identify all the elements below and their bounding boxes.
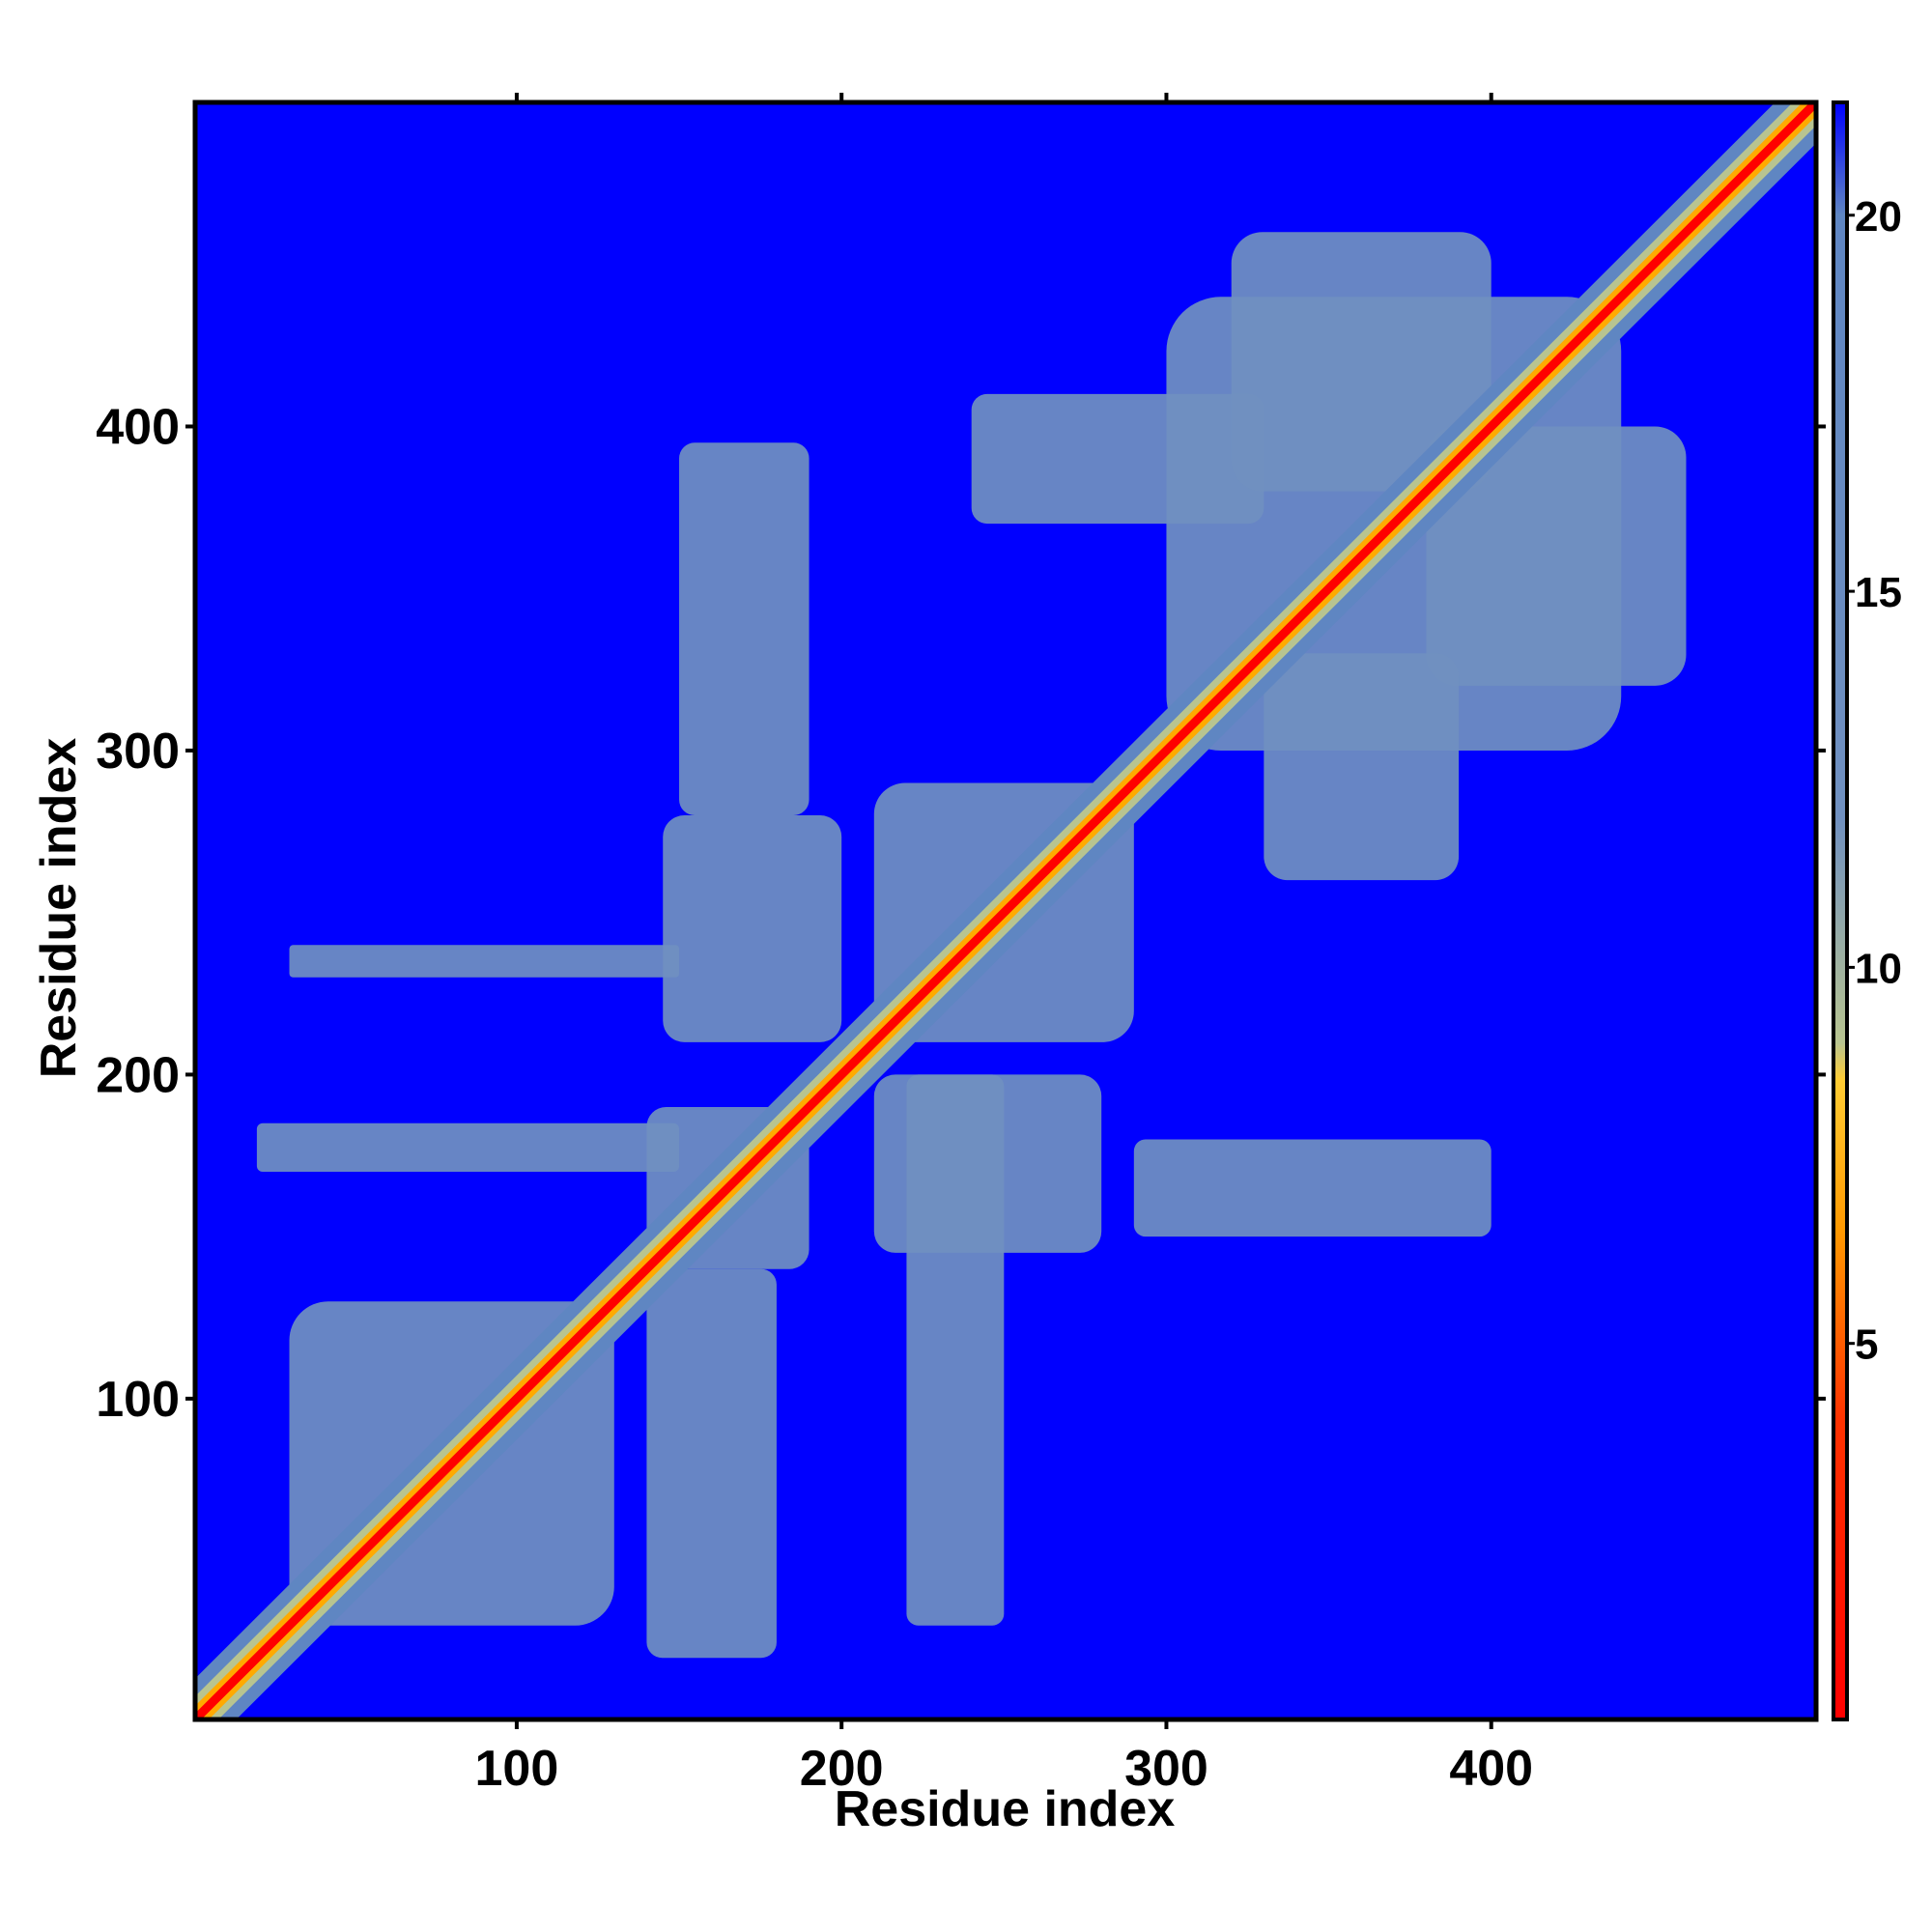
y-tick-label: 100 <box>96 1372 180 1428</box>
x-axis-title: Residue index <box>835 1781 1176 1837</box>
colorbar-tick-label: 10 <box>1855 945 1902 992</box>
colorbar-tick-label: 20 <box>1855 193 1902 241</box>
contact-region <box>1426 426 1687 686</box>
diagonal-band <box>195 102 1816 1719</box>
contact-region <box>1231 232 1492 492</box>
x-tick-label: 100 <box>475 1741 559 1797</box>
y-tick-label: 200 <box>96 1047 180 1103</box>
contact-regions <box>256 232 1687 1659</box>
contact-region <box>289 945 680 978</box>
colorbar-tick-label: 15 <box>1855 569 1902 616</box>
colorbar-tick-label: 5 <box>1855 1321 1878 1369</box>
x-axis: 100 200 300 400 <box>475 93 1533 1797</box>
y-axis: 100 200 300 400 <box>96 399 1826 1428</box>
contact-region <box>971 393 1264 525</box>
colorbar-gradient <box>1832 100 1849 1721</box>
contact-region <box>256 1122 680 1173</box>
x-tick-label: 300 <box>1124 1741 1208 1797</box>
contact-region <box>906 1074 1005 1626</box>
x-tick-label: 200 <box>800 1741 884 1797</box>
plot-frame <box>192 99 1819 1722</box>
contact-region <box>663 815 842 1042</box>
contact-region <box>1264 653 1460 881</box>
colorbar: 5 10 15 20 <box>1832 100 1902 1721</box>
plot-area <box>192 99 1819 1722</box>
diagonal-core <box>195 102 1816 1719</box>
y-tick-label: 300 <box>96 724 180 780</box>
y-axis-title: Residue index <box>31 738 87 1079</box>
contact-region <box>679 442 810 816</box>
contact-region <box>1133 1139 1492 1237</box>
contact-region <box>646 1268 777 1659</box>
y-tick-label: 400 <box>96 399 180 455</box>
x-tick-label: 400 <box>1449 1741 1533 1797</box>
